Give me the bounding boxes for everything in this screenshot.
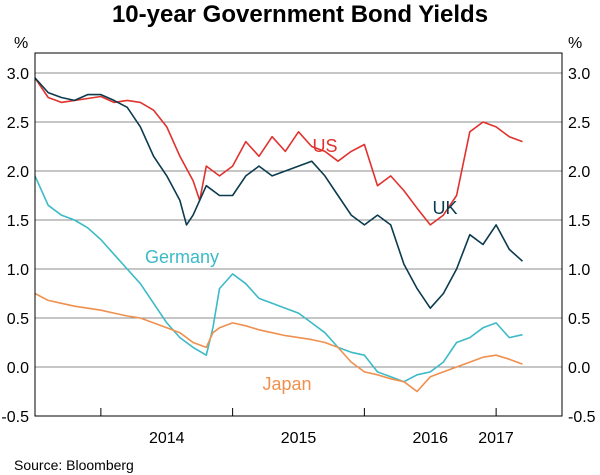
series-labels: US UK Germany Japan: [145, 136, 458, 394]
x-tick-label: 2014: [149, 430, 185, 447]
series-label-us: US: [312, 136, 337, 156]
y-tick-label-left: 0.0: [7, 360, 29, 377]
y-tick-label-right: 1.5: [568, 213, 590, 230]
plot-frame: [34, 52, 563, 417]
y-tick-label-left: 1.0: [7, 262, 29, 279]
y-tick-label-right: -0.5: [568, 409, 596, 426]
series-label-germany: Germany: [145, 247, 219, 267]
series-line-germany: [34, 175, 523, 383]
series-line-us: [34, 77, 523, 226]
gridlines: [35, 72, 562, 368]
series-label-japan: Japan: [262, 374, 311, 394]
y-tick-label-left: -0.5: [1, 409, 29, 426]
y-tick-label-right: 2.0: [568, 164, 590, 181]
x-tick-label: 2017: [478, 430, 514, 447]
source-note: Source: Bloomberg: [14, 457, 134, 473]
chart-title: 10-year Government Bond Yields: [112, 1, 488, 28]
y-tick-label-left: 3.0: [7, 66, 29, 83]
series-lines: [34, 77, 524, 393]
y-tick-label-right: 1.0: [568, 262, 590, 279]
y-tick-label-right: 0.0: [568, 360, 590, 377]
y-axis-unit-left: %: [14, 35, 28, 52]
y-tick-label-right: 0.5: [568, 311, 590, 328]
y-tick-label-left: 0.5: [7, 311, 29, 328]
y-tick-label-left: 1.5: [7, 213, 29, 230]
y-tick-label-left: 2.5: [7, 115, 29, 132]
series-label-uk: UK: [432, 198, 457, 218]
series-line-uk: [34, 77, 524, 310]
y-tick-label-left: 2.0: [7, 164, 29, 181]
x-tick-label: 2016: [412, 430, 448, 447]
y-tick-label-right: 2.5: [568, 115, 590, 132]
y-tick-label-right: 3.0: [568, 66, 590, 83]
x-ticks: 2014 2015 2016 2017: [100, 408, 514, 447]
series-line-japan: [34, 292, 523, 393]
x-tick-label: 2015: [281, 430, 317, 447]
y-axis-unit-right: %: [568, 35, 582, 52]
y-ticks: 3.0 3.0 2.5 2.5 2.0 2.0 1.5 1.5 1.0 1.0 0.5 0.5 0.0 0…: [1, 66, 595, 426]
